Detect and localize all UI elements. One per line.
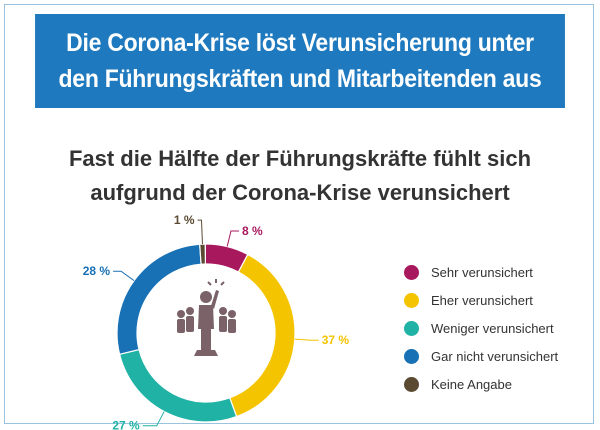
legend-label: Keine Angabe (431, 376, 512, 392)
data-label-sehr: 8 % (242, 224, 263, 238)
leader-team-icon (177, 279, 236, 356)
legend-dot (404, 376, 419, 392)
header-title-line2: den Führungskräften und Mitarbeitenden a… (58, 65, 542, 93)
legend-item-sehr: Sehr verunsichert (404, 258, 558, 286)
data-label-eher: 37 % (322, 333, 350, 347)
legend-label: Sehr verunsichert (431, 264, 533, 280)
slice-keine-angabe (199, 243, 207, 265)
legend-label: Eher verunsichert (431, 292, 533, 308)
header-title-line1: Die Corona-Krise löst Verunsicherung unt… (66, 29, 534, 57)
legend-dot (404, 292, 419, 308)
legend-item-eher: Eher verunsichert (404, 286, 558, 314)
legend-dot (404, 348, 419, 364)
data-label-gar-nicht: 28 % (83, 264, 111, 278)
leader-line (226, 230, 239, 247)
legend-item-weniger: Weniger verunsichert (404, 314, 558, 342)
leader-line (197, 219, 203, 245)
slice-eher (228, 253, 296, 418)
chart-title-line2: aufgrund der Corona-Krise verunsichert (90, 180, 510, 205)
legend-label: Weniger verunsichert (431, 320, 554, 336)
legend-dot (404, 264, 419, 280)
leader-line (113, 270, 135, 282)
data-label-weniger: 27 % (112, 419, 140, 430)
legend-dot (404, 320, 419, 336)
slice-gar-nicht (116, 243, 202, 356)
leader-line (142, 411, 165, 427)
slice-weniger (118, 348, 238, 423)
leader-line (294, 338, 319, 341)
chart-legend: Sehr verunsichert Eher verunsichert Weni… (404, 258, 558, 398)
chart-title: Fast die Hälfte der Führungskräfte fühlt… (0, 142, 600, 210)
data-label-keine-angabe: 1 % (174, 213, 195, 227)
header-banner: Die Corona-Krise löst Verunsicherung unt… (35, 14, 565, 108)
chart-title-line1: Fast die Hälfte der Führungskräfte fühlt… (68, 146, 532, 171)
legend-item-gar-nicht: Gar nicht verunsichert (404, 342, 558, 370)
legend-label: Gar nicht verunsichert (431, 348, 559, 364)
legend-item-keine-angabe: Keine Angabe (404, 370, 558, 398)
